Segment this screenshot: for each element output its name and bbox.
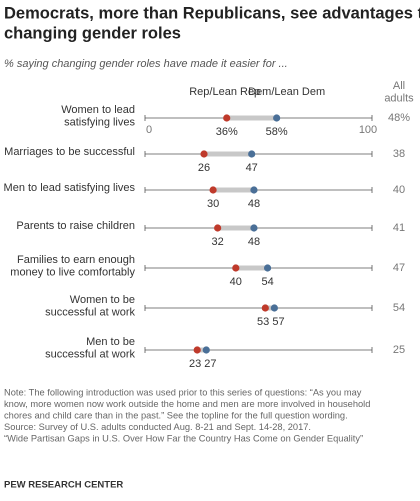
dot (232, 264, 240, 272)
subtitle: % saying changing gender roles have made… (4, 58, 288, 70)
note: know, more women now work outside the ho… (4, 399, 370, 409)
value-label: 27 (204, 358, 216, 370)
dot (261, 304, 269, 312)
all-adults-value: 47 (393, 262, 405, 274)
value-label: 36% (216, 126, 238, 138)
all-adults-value: 38 (393, 148, 405, 160)
value-label: 32 (212, 236, 224, 248)
note: chores and child care than in the past.”… (4, 410, 348, 420)
dot (250, 224, 258, 232)
dot (223, 114, 231, 122)
value-label: 58% (266, 126, 288, 138)
chart-title: changing gender roles (4, 24, 181, 42)
row-label: Women to be successful at work (45, 294, 135, 319)
note: Source: Survey of U.S. adults conducted … (4, 422, 311, 432)
row-label: Men to be successful at work (45, 336, 135, 361)
value-label: 40 (230, 276, 242, 288)
dot (200, 150, 208, 158)
dot (273, 114, 281, 122)
dot (209, 186, 217, 194)
value-label: 30 (207, 198, 219, 210)
all-adults-value: 48% (388, 112, 410, 124)
dot (202, 346, 210, 354)
row-label: Families to earn enough money to live com… (10, 254, 135, 279)
value-label: 26 (198, 162, 210, 174)
x-tick-label: 100 (359, 124, 377, 136)
value-label: 48 (248, 236, 260, 248)
note: “Wide Partisan Gaps in U.S. Over How Far… (4, 433, 363, 443)
note: Note: The following introduction was use… (4, 387, 362, 397)
x-tick-label: 0 (146, 124, 152, 136)
value-label: 57 (272, 316, 284, 328)
dot (248, 150, 256, 158)
value-label: 54 (261, 276, 273, 288)
all-adults-value: 54 (393, 302, 405, 314)
row-label: Parents to raise children (16, 220, 135, 232)
legend-label: Dem/Lean Dem (248, 86, 325, 98)
value-label: 53 (257, 316, 269, 328)
row-label: Marriages to be successful (4, 146, 135, 158)
chart-title: Democrats, more than Republicans, see ad… (4, 4, 420, 22)
all-adults-value: 40 (393, 184, 405, 196)
legend-label: Rep/Lean Rep (189, 86, 260, 98)
column-head: All adults (384, 80, 414, 105)
dot (250, 186, 258, 194)
dot (193, 346, 201, 354)
row-label: Women to lead satisfying lives (61, 104, 135, 129)
dot (214, 224, 222, 232)
dot (263, 264, 272, 272)
dot (270, 304, 278, 312)
row-label: Men to lead satisfying lives (4, 182, 136, 194)
all-adults-value: 41 (393, 222, 405, 234)
source: PEW RESEARCH CENTER (4, 480, 123, 491)
value-label: 48 (248, 198, 260, 210)
value-label: 47 (246, 162, 258, 174)
all-adults-value: 25 (393, 344, 405, 356)
value-label: 23 (189, 358, 201, 370)
